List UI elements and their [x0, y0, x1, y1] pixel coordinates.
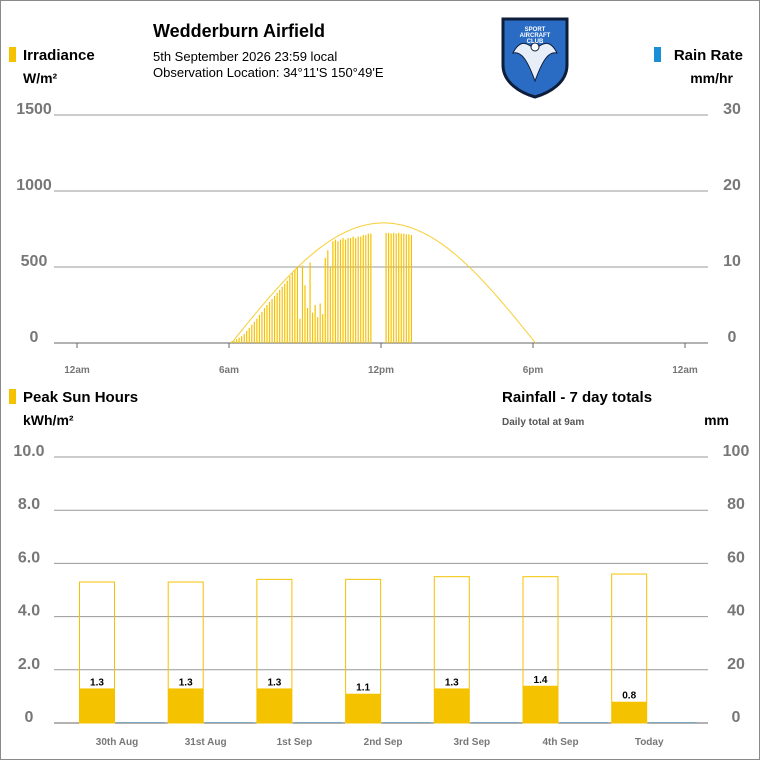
rainfall-note: Daily total at 9am	[502, 417, 585, 428]
bottom-left-tick-label: 4.0	[18, 603, 40, 620]
rainfall-bar	[648, 722, 697, 723]
sun-hours-unit: kWh/m²	[23, 412, 74, 428]
sun-hours-data-label: 1.3	[90, 677, 104, 688]
sun-hours-bar	[523, 685, 558, 723]
irradiance-legend-swatch	[9, 47, 16, 62]
date-line: 5th September 2026 23:59 local	[153, 49, 338, 64]
sun-hours-bar	[345, 693, 381, 723]
sun-hours-data-label: 0.8	[622, 691, 636, 702]
top-left-tick-label: 1500	[16, 101, 52, 118]
bottom-left-tick-label: 0	[25, 709, 34, 726]
rain-rate-unit: mm/hr	[690, 70, 733, 86]
clear-sky-curve	[231, 222, 536, 344]
rainfall-bar	[116, 722, 165, 723]
sun-hours-bar	[79, 688, 115, 723]
bottom-x-tick-label: 30th Aug	[96, 737, 138, 748]
top-x-tick-label: 12pm	[368, 365, 394, 376]
station-title: Wedderburn Airfield	[153, 21, 326, 41]
sun-hours-bar	[611, 701, 647, 723]
location-line: Observation Location: 34°11'S 150°49'E	[153, 65, 384, 80]
irradiance-label: Irradiance	[23, 47, 95, 64]
rainfall-bar	[205, 722, 254, 723]
rainfall-bar	[293, 722, 342, 723]
top-right-tick-label: 10	[723, 253, 741, 270]
rainfall-unit: mm	[704, 412, 729, 428]
sun-hours-data-label: 1.3	[267, 677, 281, 688]
top-left-tick-label: 0	[30, 329, 39, 346]
bottom-left-tick-label: 6.0	[18, 549, 40, 566]
sun-hours-label: Peak Sun Hours	[23, 389, 139, 406]
sun-hours-data-label: 1.1	[356, 683, 370, 694]
sun-hours-bar	[434, 688, 470, 723]
rainfall-bar	[471, 722, 520, 723]
top-x-tick-label: 12am	[64, 365, 90, 376]
sun-hours-bar	[168, 688, 204, 723]
sun-hours-bar	[256, 688, 292, 723]
top-left-tick-label: 500	[21, 253, 48, 270]
top-x-tick-label: 6am	[219, 365, 239, 376]
irradiance-unit: W/m²	[23, 70, 58, 86]
sun-hours-data-label: 1.3	[445, 677, 459, 688]
bottom-left-tick-label: 2.0	[18, 656, 40, 673]
bottom-x-tick-label: 3rd Sep	[453, 737, 490, 748]
rainfall-label: Rainfall - 7 day totals	[502, 389, 653, 406]
bottom-right-tick-label: 0	[732, 709, 741, 726]
bottom-x-tick-label: 4th Sep	[542, 737, 578, 748]
bottom-right-tick-label: 60	[727, 549, 745, 566]
sun-hours-data-label: 1.4	[534, 675, 548, 686]
bottom-right-tick-label: 80	[727, 496, 745, 513]
bottom-x-tick-label: 2nd Sep	[364, 737, 403, 748]
bottom-left-tick-label: 8.0	[18, 496, 40, 513]
bottom-x-tick-label: Today	[635, 737, 664, 748]
bottom-right-tick-label: 20	[727, 656, 745, 673]
sun-hours-legend-swatch	[9, 389, 16, 404]
top-x-tick-label: 6pm	[523, 365, 544, 376]
bottom-left-tick-label: 10.0	[13, 443, 44, 460]
sun-hours-data-label: 1.3	[179, 677, 193, 688]
bottom-x-tick-label: 31st Aug	[185, 737, 227, 748]
top-right-tick-label: 0	[728, 329, 737, 346]
top-left-tick-label: 1000	[16, 177, 52, 194]
rainfall-bar	[560, 722, 608, 723]
top-right-tick-label: 30	[723, 101, 741, 118]
bottom-right-tick-label: 100	[723, 443, 750, 460]
bottom-x-tick-label: 1st Sep	[277, 737, 313, 748]
top-right-tick-label: 20	[723, 177, 741, 194]
rain-rate-label: Rain Rate	[673, 47, 743, 64]
rainfall-bar	[382, 722, 431, 723]
top-x-tick-label: 12am	[672, 365, 698, 376]
rain-rate-legend-swatch	[654, 47, 661, 62]
bottom-right-tick-label: 40	[727, 603, 745, 620]
